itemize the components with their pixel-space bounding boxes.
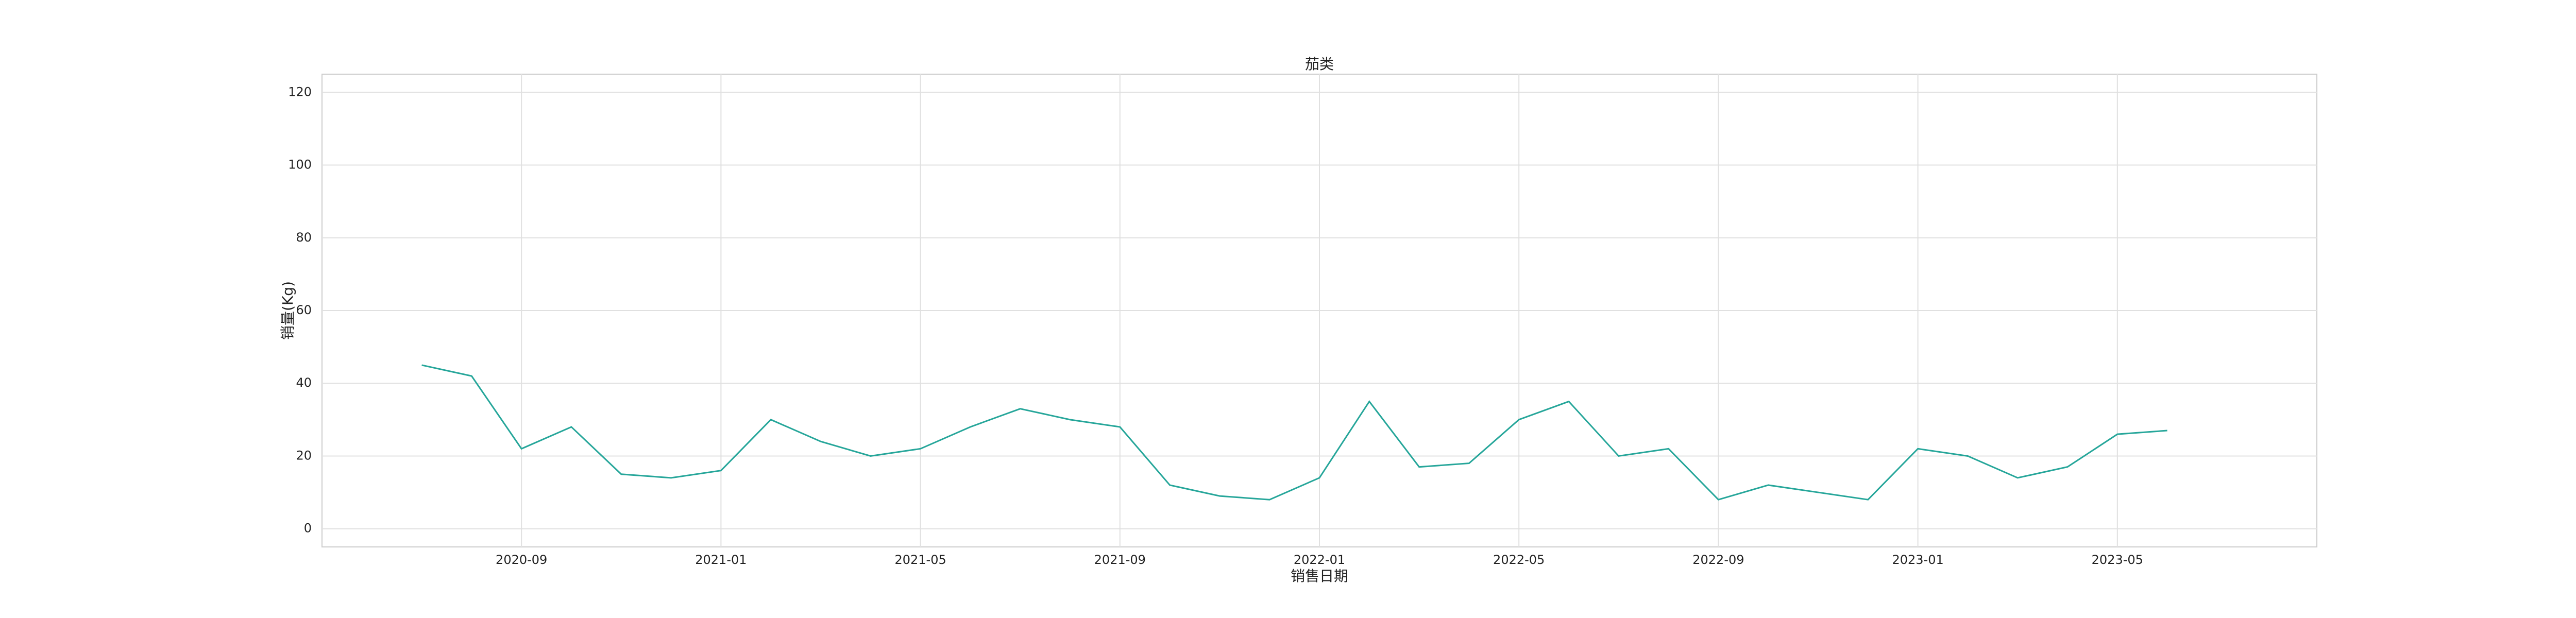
y-tick-label: 20 xyxy=(296,448,312,462)
x-tick-label: 2023-05 xyxy=(2092,553,2143,567)
x-tick-label: 2022-09 xyxy=(1692,553,1744,567)
x-tick-label: 2021-05 xyxy=(894,553,946,567)
y-tick-label: 100 xyxy=(288,158,312,172)
x-tick-label: 2021-01 xyxy=(695,553,747,567)
data-line xyxy=(421,364,2167,501)
y-tick-label: 120 xyxy=(288,84,312,99)
y-tick-label: 80 xyxy=(296,230,312,245)
x-tick-label: 2022-01 xyxy=(1294,553,1345,567)
x-tick-label: 2023-01 xyxy=(1892,553,1943,567)
x-tick-label: 2020-09 xyxy=(496,553,547,567)
x-tick-label: 2021-09 xyxy=(1094,553,1146,567)
y-tick-label: 60 xyxy=(296,303,312,317)
chart-title: 茄类 xyxy=(1305,56,1334,73)
y-tick-label: 0 xyxy=(304,521,312,536)
x-axis-label: 销售日期 xyxy=(1291,568,1348,585)
x-tick-label: 2022-05 xyxy=(1493,553,1545,567)
y-axis-label: 销量(Kg) xyxy=(279,281,296,340)
y-tick-label: 40 xyxy=(296,375,312,390)
